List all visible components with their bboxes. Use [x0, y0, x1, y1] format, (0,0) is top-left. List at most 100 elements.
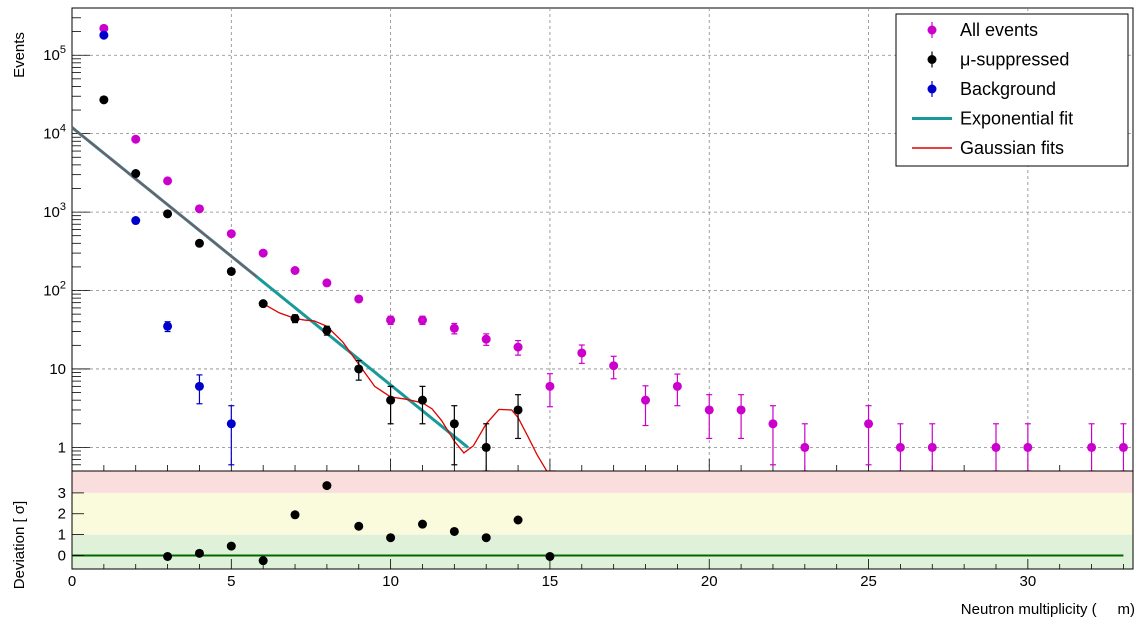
sigma-band — [72, 534, 1133, 569]
legend: All events μ-suppressed Background Exponent… — [895, 13, 1129, 167]
data-point — [513, 342, 523, 352]
data-point — [577, 348, 587, 358]
data-point — [290, 266, 300, 276]
data-point — [991, 442, 1001, 452]
y-tick-label: 1 — [58, 527, 66, 544]
y-tick-label: 0 — [58, 547, 66, 564]
x-tick-label: 25 — [860, 573, 877, 590]
y-tick-label: 102 — [43, 280, 66, 300]
y-tick-label: 10 — [49, 361, 66, 378]
data-point — [290, 313, 300, 323]
legend-label: Gaussian fits — [960, 138, 1064, 158]
legend-label: All events — [960, 20, 1038, 40]
deviation-point — [163, 551, 173, 561]
data-point — [194, 204, 204, 214]
deviation-point — [417, 519, 427, 529]
data-point — [226, 266, 236, 276]
deviation-point — [354, 521, 364, 531]
legend-label: Exponential fit — [960, 109, 1073, 129]
data-point — [322, 278, 332, 288]
legend-marker — [927, 55, 937, 64]
data-point — [895, 442, 905, 452]
sigma-band — [72, 471, 1133, 493]
data-point — [449, 419, 459, 429]
legend-box — [895, 13, 1129, 167]
fit-overlap-line — [71, 126, 258, 278]
y-tick-label: 104 — [43, 123, 66, 143]
data-point — [226, 419, 236, 429]
data-point — [163, 321, 173, 331]
data-point — [672, 381, 682, 391]
x-axis-label: Neutron multiplicity ( m) — [961, 601, 1135, 618]
y-tick-label: 3 — [58, 485, 66, 502]
data-point — [1023, 442, 1033, 452]
x-tick-label: 30 — [1020, 573, 1037, 590]
y-tick-label: 105 — [43, 44, 66, 64]
gaussian-fit-line — [262, 303, 557, 472]
bottom-plot-area — [71, 470, 1134, 570]
x-tick-label: 15 — [542, 573, 559, 590]
deviation-point — [226, 541, 236, 551]
data-point — [449, 323, 459, 333]
deviation-point — [545, 551, 555, 561]
data-point — [386, 315, 396, 325]
x-tick-label: 20 — [701, 573, 718, 590]
top-ylabel: Events — [11, 32, 28, 78]
data-point — [99, 95, 109, 105]
data-point — [800, 442, 810, 452]
data-point — [99, 23, 109, 33]
data-point — [417, 315, 427, 325]
data-point — [1118, 442, 1128, 452]
deviation-point — [449, 526, 459, 536]
legend-label: μ-suppressed — [960, 50, 1069, 70]
legend-marker — [927, 84, 937, 94]
x-tick-label: 0 — [68, 573, 76, 590]
data-point — [736, 405, 746, 415]
legend-label: Background — [960, 79, 1056, 99]
sigma-band — [72, 492, 1133, 535]
data-point — [258, 299, 268, 309]
bottom-ylabel: Deviation [ σ] — [11, 501, 28, 589]
data-point — [354, 294, 364, 304]
data-point — [768, 419, 778, 429]
deviation-point — [481, 533, 491, 543]
deviation-point — [513, 515, 523, 525]
data-point — [481, 334, 491, 344]
data-point — [864, 419, 874, 429]
legend-marker — [927, 25, 937, 35]
deviation-point — [194, 548, 204, 558]
data-point — [1087, 442, 1097, 452]
data-point — [99, 30, 109, 40]
data-point — [131, 216, 141, 226]
x-tick-label: 10 — [382, 573, 399, 590]
y-tick-label: 2 — [58, 506, 66, 523]
x-tick-label: 5 — [227, 573, 235, 590]
data-point — [704, 405, 714, 415]
data-point — [386, 395, 396, 405]
deviation-point — [386, 533, 396, 543]
data-point — [354, 364, 364, 374]
data-point — [322, 325, 332, 335]
data-point — [641, 395, 651, 405]
data-point — [131, 169, 141, 179]
data-point — [513, 405, 523, 415]
data-point — [417, 395, 427, 405]
data-point — [927, 442, 937, 452]
data-point — [258, 248, 268, 258]
deviation-point — [290, 510, 300, 520]
data-point — [131, 134, 141, 144]
data-point — [545, 381, 555, 391]
deviation-point — [258, 556, 268, 566]
deviation-point — [322, 481, 332, 491]
data-point — [609, 361, 619, 371]
data-point — [226, 229, 236, 239]
data-point — [163, 176, 173, 186]
y-tick-label: 103 — [43, 201, 66, 221]
data-point — [481, 442, 491, 452]
data-point — [194, 381, 204, 391]
data-point — [163, 209, 173, 219]
y-tick-label: 1 — [58, 439, 66, 456]
data-point — [194, 238, 204, 248]
